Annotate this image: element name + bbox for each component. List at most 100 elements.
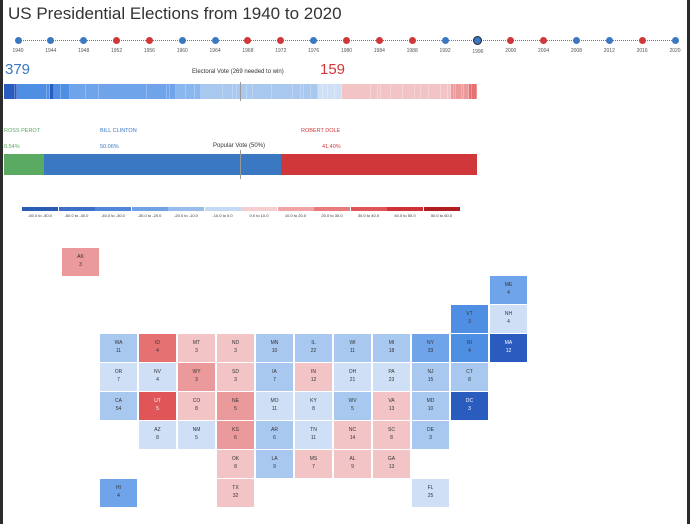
year-dot[interactable] [47,37,55,44]
year-dot[interactable] [671,37,679,44]
electoral-segment[interactable] [253,84,273,99]
electoral-segment[interactable] [185,84,195,99]
timeline-year-1968[interactable]: 1968 [233,30,263,54]
year-dot[interactable] [540,37,548,44]
electoral-segment[interactable] [370,84,379,99]
electoral-segment[interactable] [456,84,462,99]
state-tile-wa[interactable]: WA 11 [100,334,137,362]
timeline-year-2000[interactable]: 2000 [496,30,526,54]
state-tile-ny[interactable]: NY 33 [412,334,449,362]
state-tile-ga[interactable]: GA 13 [373,450,410,478]
electoral-segment[interactable] [166,84,170,99]
timeline-year-1988[interactable]: 1988 [397,30,427,54]
state-tile-ia[interactable]: IA 7 [256,363,293,391]
electoral-segment[interactable] [441,84,449,99]
state-tile-ak[interactable]: AK 3 [62,248,99,276]
state-tile-me[interactable]: ME 4 [490,276,527,304]
timeline-year-1980[interactable]: 1980 [332,30,362,54]
electoral-segment[interactable] [69,84,86,99]
state-tile-tx[interactable]: TX 32 [217,479,254,507]
state-tile-vt[interactable]: VT 3 [451,305,488,333]
electoral-segment[interactable] [420,84,429,99]
electoral-segment[interactable] [247,84,254,99]
electoral-segment[interactable] [342,84,371,99]
electoral-segment[interactable] [292,84,301,99]
state-tile-mn[interactable]: MN 10 [256,334,293,362]
state-tile-dc[interactable]: DC 3 [451,392,488,420]
timeline-year-1976[interactable]: 1976 [299,30,329,54]
electoral-segment[interactable] [378,84,381,99]
electoral-segment[interactable] [468,84,473,99]
year-dot[interactable] [113,37,121,44]
state-tile-hi[interactable]: HI 4 [100,479,137,507]
state-tile-nc[interactable]: NC 14 [334,421,371,449]
state-tile-mo[interactable]: MO 11 [256,392,293,420]
year-dot[interactable] [178,37,186,44]
timeline-year-1960[interactable]: 1960 [167,30,197,54]
popular-segment-robert-dole[interactable] [281,154,477,175]
state-tile-ms[interactable]: MS 7 [295,450,332,478]
year-dot[interactable] [605,37,613,44]
electoral-segment[interactable] [223,84,233,99]
state-tile-mi[interactable]: MI 18 [373,334,410,362]
electoral-segment[interactable] [472,84,477,99]
electoral-segment[interactable] [61,84,70,99]
electoral-segment[interactable] [272,84,293,99]
state-tile-md[interactable]: MD 10 [412,392,449,420]
year-dot[interactable] [244,37,252,44]
timeline-year-1952[interactable]: 1952 [102,30,132,54]
electoral-segment[interactable] [380,84,392,99]
electoral-segment[interactable] [451,84,454,99]
state-tile-az[interactable]: AZ 8 [139,421,176,449]
year-dot[interactable] [343,37,350,44]
timeline-year-1956[interactable]: 1956 [134,30,164,54]
state-tile-ma[interactable]: MA 12 [490,334,527,362]
state-tile-nv[interactable]: NV 4 [139,363,176,391]
year-dot[interactable] [145,37,153,44]
electoral-segment[interactable] [194,84,201,99]
state-tile-ar[interactable]: AR 6 [256,421,293,449]
electoral-segment[interactable] [448,84,452,99]
timeline-year-2020[interactable]: 2020 [660,30,690,54]
electoral-segment[interactable] [328,84,336,99]
year-dot[interactable] [375,37,383,44]
state-tile-pa[interactable]: PA 23 [373,363,410,391]
state-tile-tn[interactable]: TN 11 [295,421,332,449]
year-dot[interactable] [572,37,580,44]
state-tile-wv[interactable]: WV 5 [334,392,371,420]
electoral-segment[interactable] [311,84,319,99]
state-tile-mt[interactable]: MT 3 [178,334,215,362]
electoral-segment[interactable] [85,84,100,99]
electoral-segment[interactable] [304,84,312,99]
state-tile-nm[interactable]: NM 5 [178,421,215,449]
popular-segment-ross-perot[interactable] [4,154,45,175]
year-dot[interactable] [14,37,22,44]
state-tile-va[interactable]: VA 13 [373,392,410,420]
state-tile-sd[interactable]: SD 3 [217,363,254,391]
electoral-segment[interactable] [322,84,329,99]
year-dot[interactable] [277,37,285,44]
timeline-year-1996[interactable]: 1996 [463,30,493,55]
timeline-year-1944[interactable]: 1944 [36,30,66,54]
electoral-segment[interactable] [4,84,15,99]
electoral-segment[interactable] [335,84,343,99]
timeline-year-1940[interactable]: 1940 [3,30,33,54]
state-tile-oh[interactable]: OH 21 [334,363,371,391]
electoral-segment[interactable] [46,84,51,99]
electoral-segment[interactable] [453,84,457,99]
state-tile-ut[interactable]: UT 5 [139,392,176,420]
timeline-year-1984[interactable]: 1984 [364,30,394,54]
timeline-year-1964[interactable]: 1964 [200,30,230,54]
state-tile-ri[interactable]: RI 4 [451,334,488,362]
timeline-year-1972[interactable]: 1972 [266,30,296,54]
state-tile-la[interactable]: LA 9 [256,450,293,478]
electoral-segment[interactable] [50,84,54,99]
state-tile-ne[interactable]: NE 5 [217,392,254,420]
electoral-segment[interactable] [99,84,148,99]
year-dot[interactable] [473,35,483,45]
electoral-segment[interactable] [147,84,167,99]
state-tile-id[interactable]: ID 4 [139,334,176,362]
state-tile-il[interactable]: IL 22 [295,334,332,362]
timeline-year-1992[interactable]: 1992 [430,30,460,54]
state-tile-sc[interactable]: SC 8 [373,421,410,449]
